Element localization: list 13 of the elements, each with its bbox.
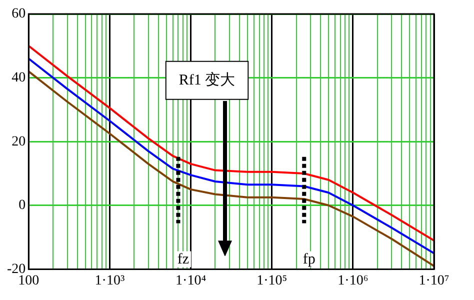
ref-line-label: fz <box>177 252 190 268</box>
y-tick-label: 0 <box>18 198 26 214</box>
x-tick-label: 1·10⁴ <box>176 273 206 288</box>
x-tick-label: 1·10⁶ <box>338 273 368 288</box>
annotation: Rf1 变大 <box>178 71 236 88</box>
y-tick-label: 20 <box>12 134 26 150</box>
y-tick-label: 60 <box>12 6 26 22</box>
ref-line-label: fp <box>302 252 316 268</box>
x-tick-label: 1·10⁷ <box>418 273 450 288</box>
y-tick-label: 40 <box>12 70 26 86</box>
x-tick-label: 1·10³ <box>94 273 125 288</box>
x-tick-label: 100 <box>18 273 40 288</box>
x-tick-label: 1·10⁵ <box>256 273 288 288</box>
